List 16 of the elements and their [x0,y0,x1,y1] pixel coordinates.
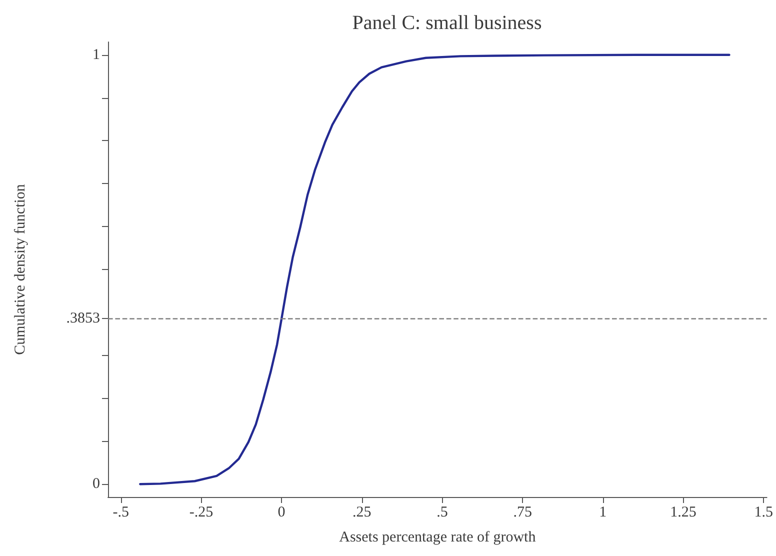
x-axis-title: Assets percentage rate of growth [339,530,536,546]
x-tick-label: .5 [436,504,448,520]
x-tick-label: .25 [352,504,372,520]
x-tick-label: 0 [278,504,286,520]
y-tick-label: .3853 [66,310,100,327]
x-tick-label: 1.5 [754,504,773,520]
y-tick-label: 1 [92,46,100,63]
x-tick-label: .75 [513,504,532,520]
x-tick-label: 1.25 [670,504,696,520]
x-tick-label: -.5 [112,504,129,520]
chart-title: Panel C: small business [352,12,542,34]
x-tick-label: -.25 [189,504,214,520]
y-tick-label: 0 [92,476,100,492]
line-series [139,54,730,486]
y-axis-title: Cumulative density function [12,184,28,355]
x-tick-label: 1 [599,504,607,520]
